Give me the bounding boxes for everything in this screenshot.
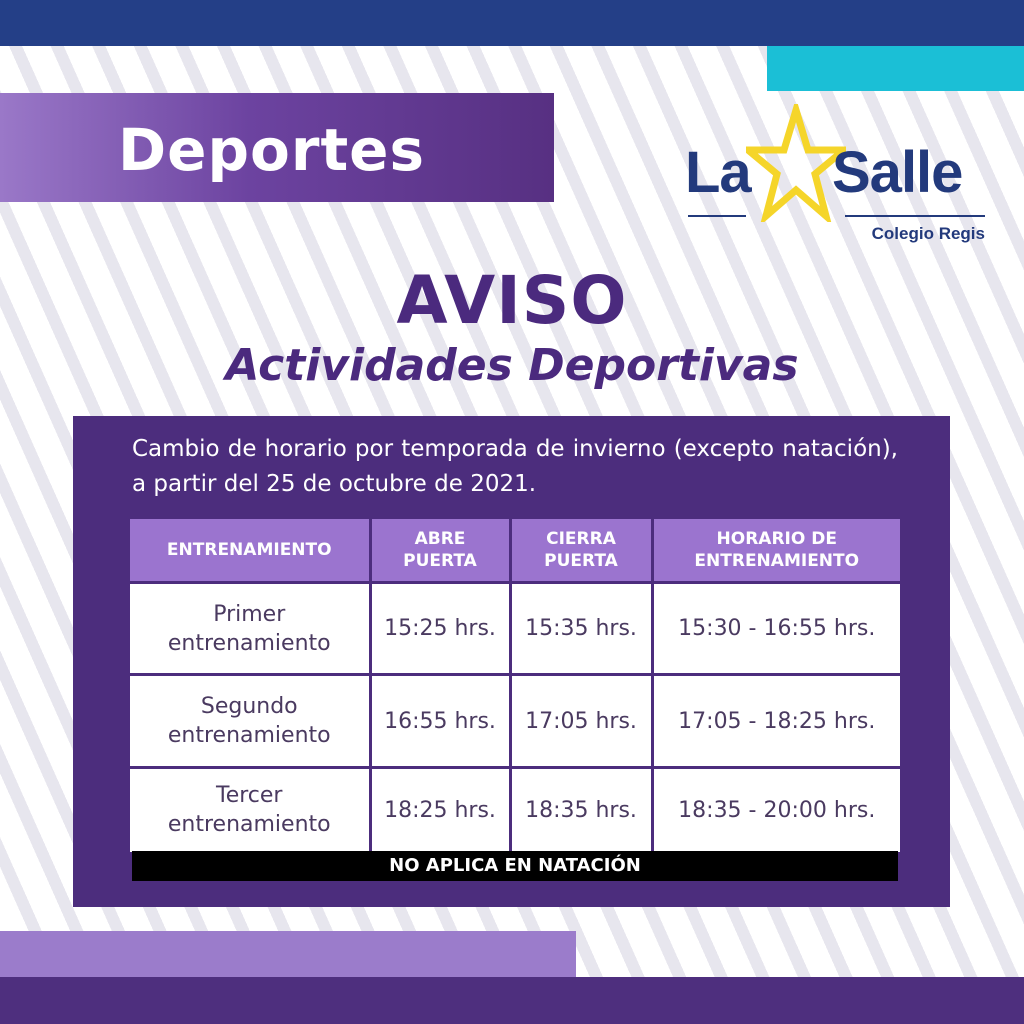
closes-time-cell: 15:35 hrs. — [508, 580, 654, 677]
logo-subtitle: Colegio Regis — [871, 224, 985, 243]
logo-rule-right — [845, 215, 985, 217]
training-name-cell: Tercer entrenamiento — [130, 765, 372, 852]
bottom-lilac-bar — [0, 931, 576, 977]
logo-word-salle: Salle — [832, 140, 963, 205]
notice-title: AVISO — [396, 262, 628, 339]
schedule-time-cell: 15:30 - 16:55 hrs. — [650, 580, 900, 677]
table-row: Segundo entrenamiento 16:55 hrs. 17:05 h… — [130, 673, 900, 769]
section-banner — [0, 93, 554, 202]
opens-time-cell: 15:25 hrs. — [368, 580, 512, 677]
header-training: ENTRENAMIENTO — [130, 519, 372, 584]
schedule-table: ENTRENAMIENTO ABRE PUERTA CIERRA PUERTA … — [130, 519, 900, 852]
bottom-purple-bar — [0, 977, 1024, 1024]
opens-time-cell: 18:25 hrs. — [368, 765, 512, 852]
header-schedule: HORARIO DE ENTRENAMIENTO — [650, 519, 900, 584]
top-cyan-accent-bar — [767, 46, 1024, 91]
la-salle-logo: La Salle Colegio Regis — [680, 104, 990, 249]
header-closes: CIERRA PUERTA — [508, 519, 654, 584]
logo-rule-left — [688, 215, 746, 217]
table-row: Tercer entrenamiento 18:25 hrs. 18:35 hr… — [130, 765, 900, 852]
table-row: Primer entrenamiento 15:25 hrs. 15:35 hr… — [130, 580, 900, 677]
top-navy-bar — [0, 0, 1024, 46]
section-title: Deportes — [118, 116, 426, 184]
schedule-time-cell: 18:35 - 20:00 hrs. — [650, 765, 900, 852]
notice-description: Cambio de horario por temporada de invie… — [132, 436, 898, 497]
notice-subtitle: Actividades Deportivas — [225, 340, 799, 391]
schedule-time-cell: 17:05 - 18:25 hrs. — [650, 673, 900, 769]
no-swimming-note: NO APLICA EN NATACIÓN — [132, 851, 898, 881]
training-name-cell: Segundo entrenamiento — [130, 673, 372, 769]
table-header-row: ENTRENAMIENTO ABRE PUERTA CIERRA PUERTA … — [130, 519, 900, 584]
closes-time-cell: 17:05 hrs. — [508, 673, 654, 769]
opens-time-cell: 16:55 hrs. — [368, 673, 512, 769]
training-name-cell: Primer entrenamiento — [130, 580, 372, 677]
logo-word-la: La — [685, 140, 752, 205]
star-icon — [746, 104, 846, 222]
header-opens: ABRE PUERTA — [368, 519, 512, 584]
closes-time-cell: 18:35 hrs. — [508, 765, 654, 852]
